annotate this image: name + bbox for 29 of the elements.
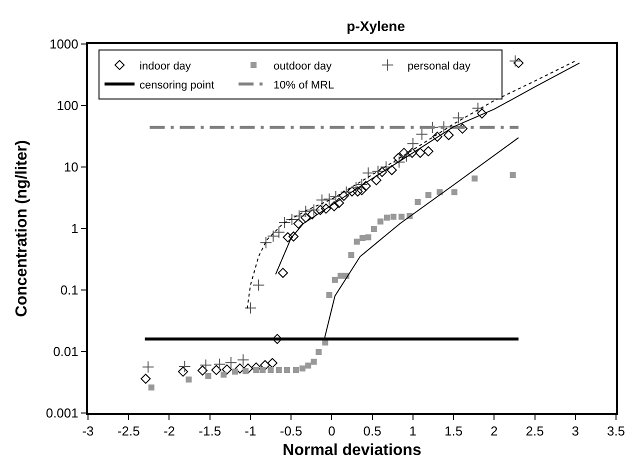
x-tick-label: 0 <box>328 424 336 439</box>
y-tick-label: 0.001 <box>46 406 78 421</box>
legend-label: censoring point <box>140 79 214 92</box>
x-tick-label: 0.5 <box>363 424 382 439</box>
x-tick-label: -1.5 <box>198 424 222 439</box>
x-tick-label: 1 <box>409 424 417 439</box>
x-tick-label: -2.5 <box>117 424 140 439</box>
x-tick-label: 1.5 <box>444 424 463 439</box>
legend-label: personal day <box>408 60 472 72</box>
legend-label: outdoor day <box>274 60 332 72</box>
y-tick-label: 0.1 <box>60 282 78 298</box>
y-tick-label: 10 <box>64 160 78 175</box>
y-tick-label: 100 <box>56 98 78 114</box>
x-tick-label: -0.5 <box>280 424 302 439</box>
y-tick-label: 1 <box>71 221 78 236</box>
chart-title: p-Xylene <box>346 18 406 34</box>
legend-label: indoor day <box>140 60 192 72</box>
y-axis-title: Concentration (ng/liter) <box>13 140 30 317</box>
y-tick-label: 1000 <box>49 36 78 52</box>
legend-label: 10% of MRL <box>274 79 334 92</box>
y-tick-label: 0.01 <box>53 344 78 360</box>
x-axis-title: Normal deviations <box>282 442 422 459</box>
x-tick-label: 2 <box>490 424 498 439</box>
x-tick-label: -1 <box>244 424 256 439</box>
x-tick-label: 2.5 <box>526 424 544 439</box>
x-tick-label: 3 <box>572 424 579 439</box>
x-tick-label: -2 <box>163 424 176 439</box>
x-tick-label: -3 <box>82 424 94 439</box>
x-tick-label: 3.5 <box>606 424 626 439</box>
